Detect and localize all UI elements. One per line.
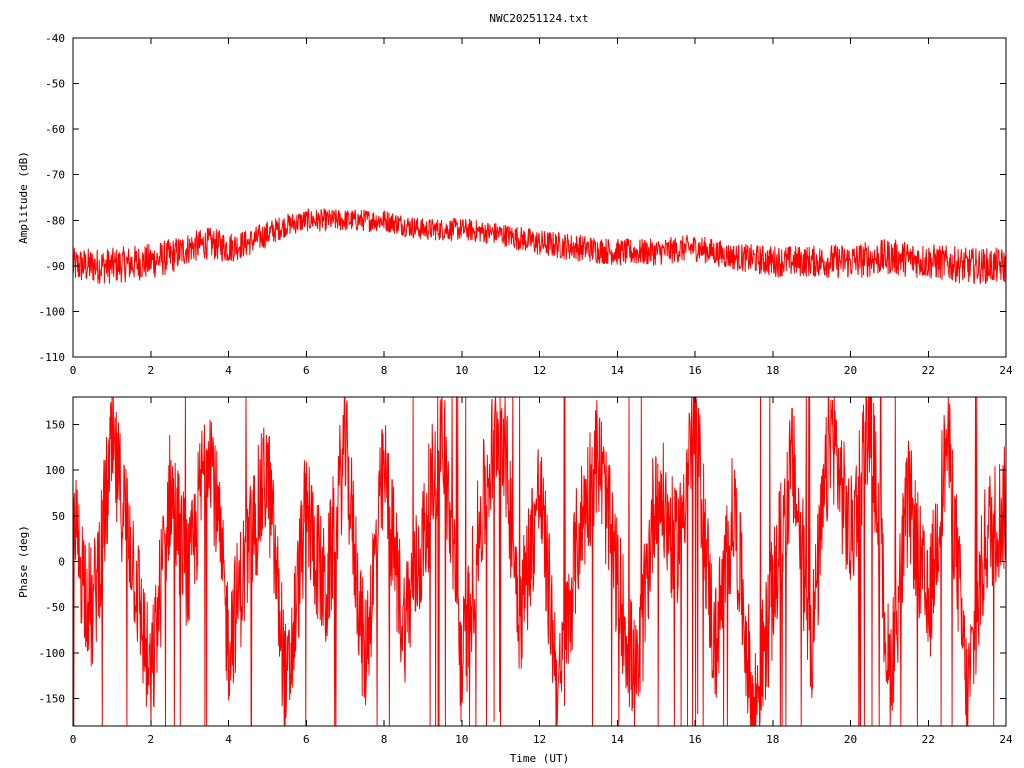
x-tick-label: 16 — [688, 364, 701, 377]
x-tick-label: 2 — [147, 364, 154, 377]
x-tick-label: 20 — [844, 733, 857, 746]
x-tick-label: 22 — [922, 733, 935, 746]
x-tick-label: 0 — [70, 733, 77, 746]
y-tick-label: -80 — [45, 214, 65, 227]
phase-y-axis-label: Phase (deg) — [17, 525, 30, 598]
y-tick-label: -40 — [45, 32, 65, 45]
x-tick-label: 24 — [999, 733, 1013, 746]
x-tick-label: 6 — [303, 364, 310, 377]
x-tick-label: 4 — [225, 733, 232, 746]
chart-title: NWC20251124.txt — [489, 12, 588, 25]
x-tick-label: 14 — [611, 364, 625, 377]
phase-ticks: 0 2 4 6 8 10 12 14 16 18 20 22 24150100500-50-100-15… — [39, 397, 1013, 746]
y-tick-label: 100 — [45, 464, 65, 477]
x-tick-label: 2 — [147, 733, 154, 746]
x-tick-label: 4 — [225, 364, 232, 377]
y-tick-label: -100 — [39, 305, 66, 318]
y-tick-label: -60 — [45, 123, 65, 136]
y-tick-label: -110 — [39, 351, 66, 364]
x-tick-label: 8 — [381, 364, 388, 377]
y-tick-label: -150 — [39, 693, 66, 706]
time-x-axis-label: Time (UT) — [510, 752, 570, 765]
y-tick-label: 150 — [45, 418, 65, 431]
x-tick-label: 20 — [844, 364, 857, 377]
x-tick-label: 10 — [455, 733, 468, 746]
x-tick-label: 10 — [455, 364, 468, 377]
x-tick-label: 18 — [766, 733, 779, 746]
x-tick-label: 18 — [766, 364, 779, 377]
x-tick-label: 12 — [533, 364, 546, 377]
x-tick-label: 24 — [999, 364, 1013, 377]
x-tick-label: 8 — [381, 733, 388, 746]
y-tick-label: -70 — [45, 169, 65, 182]
x-tick-label: 12 — [533, 733, 546, 746]
series-line-phase — [72, 396, 1007, 727]
y-tick-label: -90 — [45, 260, 65, 273]
y-tick-label: 50 — [52, 510, 65, 523]
x-tick-label: 16 — [688, 733, 701, 746]
y-tick-label: -100 — [39, 647, 66, 660]
phase-trace — [72, 396, 1007, 727]
phase-panel: 0 2 4 6 8 10 12 14 16 18 20 22 24150100500-50-100-15… — [17, 396, 1013, 765]
y-tick-label: 0 — [58, 556, 65, 569]
x-tick-label: 0 — [70, 364, 77, 377]
amplitude-panel: 0 2 4 6 8 10 12 14 16 18 20 22 24-40-50-60-70-80-90-… — [17, 32, 1013, 377]
series-line-amplitude — [72, 207, 1007, 285]
amplitude-y-axis-label: Amplitude (dB) — [17, 151, 30, 244]
x-tick-label: 22 — [922, 364, 935, 377]
x-tick-label: 6 — [303, 733, 310, 746]
amplitude-trace — [72, 207, 1007, 285]
x-tick-label: 14 — [611, 733, 625, 746]
y-tick-label: -50 — [45, 601, 65, 614]
amplitude-ticks: 0 2 4 6 8 10 12 14 16 18 20 22 24-40-50-60-70-80-90-… — [39, 32, 1013, 377]
y-tick-label: -50 — [45, 78, 65, 91]
